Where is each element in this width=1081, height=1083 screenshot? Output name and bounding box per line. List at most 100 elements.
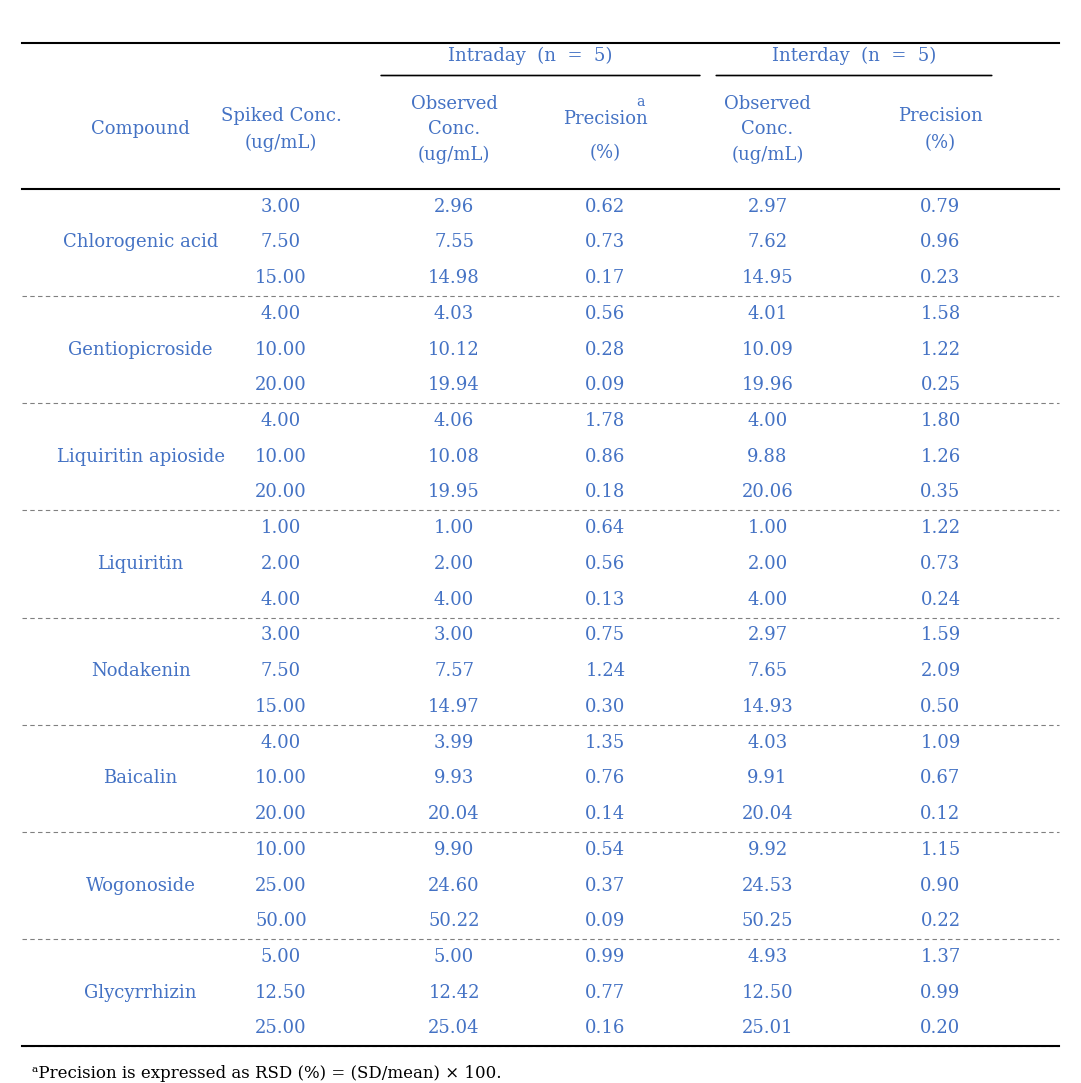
Text: 1.00: 1.00 bbox=[433, 519, 475, 537]
Text: 3.00: 3.00 bbox=[433, 626, 475, 644]
Text: 7.57: 7.57 bbox=[433, 662, 475, 680]
Text: (%): (%) bbox=[590, 144, 620, 162]
Text: 1.00: 1.00 bbox=[261, 519, 302, 537]
Text: 10.00: 10.00 bbox=[255, 840, 307, 859]
Text: 2.97: 2.97 bbox=[747, 626, 788, 644]
Text: 9.91: 9.91 bbox=[747, 769, 788, 787]
Text: 4.03: 4.03 bbox=[433, 304, 475, 323]
Text: 0.37: 0.37 bbox=[585, 876, 626, 895]
Text: 4.00: 4.00 bbox=[261, 412, 302, 430]
Text: 0.56: 0.56 bbox=[585, 304, 626, 323]
Text: 0.18: 0.18 bbox=[585, 483, 626, 501]
Text: 20.00: 20.00 bbox=[255, 805, 307, 823]
Text: 1.59: 1.59 bbox=[920, 626, 961, 644]
Text: 14.93: 14.93 bbox=[742, 697, 793, 716]
Text: 0.77: 0.77 bbox=[585, 983, 626, 1002]
Text: 3.00: 3.00 bbox=[261, 197, 302, 216]
Text: 0.62: 0.62 bbox=[585, 197, 626, 216]
Text: 14.98: 14.98 bbox=[428, 269, 480, 287]
Text: 0.64: 0.64 bbox=[585, 519, 626, 537]
Text: 50.25: 50.25 bbox=[742, 912, 793, 930]
Text: 0.16: 0.16 bbox=[585, 1019, 626, 1038]
Text: 25.00: 25.00 bbox=[255, 1019, 307, 1038]
Text: 2.09: 2.09 bbox=[920, 662, 961, 680]
Text: 10.09: 10.09 bbox=[742, 340, 793, 358]
Text: 0.86: 0.86 bbox=[585, 447, 626, 466]
Text: 10.00: 10.00 bbox=[255, 447, 307, 466]
Text: 1.58: 1.58 bbox=[920, 304, 961, 323]
Text: Liquiritin: Liquiritin bbox=[97, 554, 184, 573]
Text: 2.00: 2.00 bbox=[747, 554, 788, 573]
Text: Spiked Conc.
(ug/mL): Spiked Conc. (ug/mL) bbox=[221, 107, 342, 152]
Text: 0.24: 0.24 bbox=[920, 590, 961, 609]
Text: 50.22: 50.22 bbox=[428, 912, 480, 930]
Text: 15.00: 15.00 bbox=[255, 697, 307, 716]
Text: Precision: Precision bbox=[563, 109, 648, 128]
Text: 7.65: 7.65 bbox=[747, 662, 788, 680]
Text: 4.00: 4.00 bbox=[261, 304, 302, 323]
Text: 9.88: 9.88 bbox=[747, 447, 788, 466]
Text: 0.20: 0.20 bbox=[920, 1019, 961, 1038]
Text: 0.09: 0.09 bbox=[585, 376, 626, 394]
Text: 0.73: 0.73 bbox=[920, 554, 961, 573]
Text: 5.00: 5.00 bbox=[433, 948, 475, 966]
Text: 3.00: 3.00 bbox=[261, 626, 302, 644]
Text: 4.00: 4.00 bbox=[261, 733, 302, 752]
Text: 10.08: 10.08 bbox=[428, 447, 480, 466]
Text: Compound: Compound bbox=[91, 120, 190, 139]
Text: 4.00: 4.00 bbox=[261, 590, 302, 609]
Text: 10.00: 10.00 bbox=[255, 769, 307, 787]
Text: 0.56: 0.56 bbox=[585, 554, 626, 573]
Text: 7.50: 7.50 bbox=[261, 662, 302, 680]
Text: 4.03: 4.03 bbox=[747, 733, 788, 752]
Text: 1.24: 1.24 bbox=[585, 662, 626, 680]
Text: 10.12: 10.12 bbox=[428, 340, 480, 358]
Text: 0.35: 0.35 bbox=[920, 483, 961, 501]
Text: 20.00: 20.00 bbox=[255, 483, 307, 501]
Text: 14.95: 14.95 bbox=[742, 269, 793, 287]
Text: 1.15: 1.15 bbox=[920, 840, 961, 859]
Text: 1.22: 1.22 bbox=[920, 340, 961, 358]
Text: Chlorogenic acid: Chlorogenic acid bbox=[63, 233, 218, 251]
Text: 19.95: 19.95 bbox=[428, 483, 480, 501]
Text: 9.92: 9.92 bbox=[747, 840, 788, 859]
Text: 24.60: 24.60 bbox=[428, 876, 480, 895]
Text: 19.94: 19.94 bbox=[428, 376, 480, 394]
Text: Observed
Conc.
(ug/mL): Observed Conc. (ug/mL) bbox=[724, 95, 811, 164]
Text: a: a bbox=[636, 95, 644, 109]
Text: 1.22: 1.22 bbox=[920, 519, 961, 537]
Text: 3.99: 3.99 bbox=[433, 733, 475, 752]
Text: 2.97: 2.97 bbox=[747, 197, 788, 216]
Text: 0.75: 0.75 bbox=[585, 626, 626, 644]
Text: Precision
(%): Precision (%) bbox=[898, 107, 983, 152]
Text: 0.73: 0.73 bbox=[585, 233, 626, 251]
Text: 2.00: 2.00 bbox=[261, 554, 302, 573]
Text: 0.17: 0.17 bbox=[585, 269, 626, 287]
Text: Gentiopicroside: Gentiopicroside bbox=[68, 340, 213, 358]
Text: 7.62: 7.62 bbox=[747, 233, 788, 251]
Text: 9.90: 9.90 bbox=[433, 840, 475, 859]
Text: 2.96: 2.96 bbox=[433, 197, 475, 216]
Text: 20.04: 20.04 bbox=[742, 805, 793, 823]
Text: 0.22: 0.22 bbox=[920, 912, 961, 930]
Text: ᵃPrecision is expressed as RSD (%) = (SD/mean) × 100.: ᵃPrecision is expressed as RSD (%) = (SD… bbox=[32, 1065, 502, 1082]
Text: Baicalin: Baicalin bbox=[104, 769, 177, 787]
Text: 7.50: 7.50 bbox=[261, 233, 302, 251]
Text: 0.67: 0.67 bbox=[920, 769, 961, 787]
Text: 0.76: 0.76 bbox=[585, 769, 626, 787]
Text: 50.00: 50.00 bbox=[255, 912, 307, 930]
Text: 12.50: 12.50 bbox=[255, 983, 307, 1002]
Text: 4.00: 4.00 bbox=[747, 412, 788, 430]
Text: Intraday  (n  =  5): Intraday (n = 5) bbox=[448, 47, 612, 65]
Text: 4.06: 4.06 bbox=[433, 412, 475, 430]
Text: Wogonoside: Wogonoside bbox=[85, 876, 196, 895]
Text: 7.55: 7.55 bbox=[433, 233, 475, 251]
Text: Interday  (n  =  5): Interday (n = 5) bbox=[772, 47, 936, 65]
Text: Nodakenin: Nodakenin bbox=[91, 662, 190, 680]
Text: 0.90: 0.90 bbox=[920, 876, 961, 895]
Text: 0.28: 0.28 bbox=[585, 340, 626, 358]
Text: 20.00: 20.00 bbox=[255, 376, 307, 394]
Text: 0.96: 0.96 bbox=[920, 233, 961, 251]
Text: 0.12: 0.12 bbox=[920, 805, 961, 823]
Text: 0.09: 0.09 bbox=[585, 912, 626, 930]
